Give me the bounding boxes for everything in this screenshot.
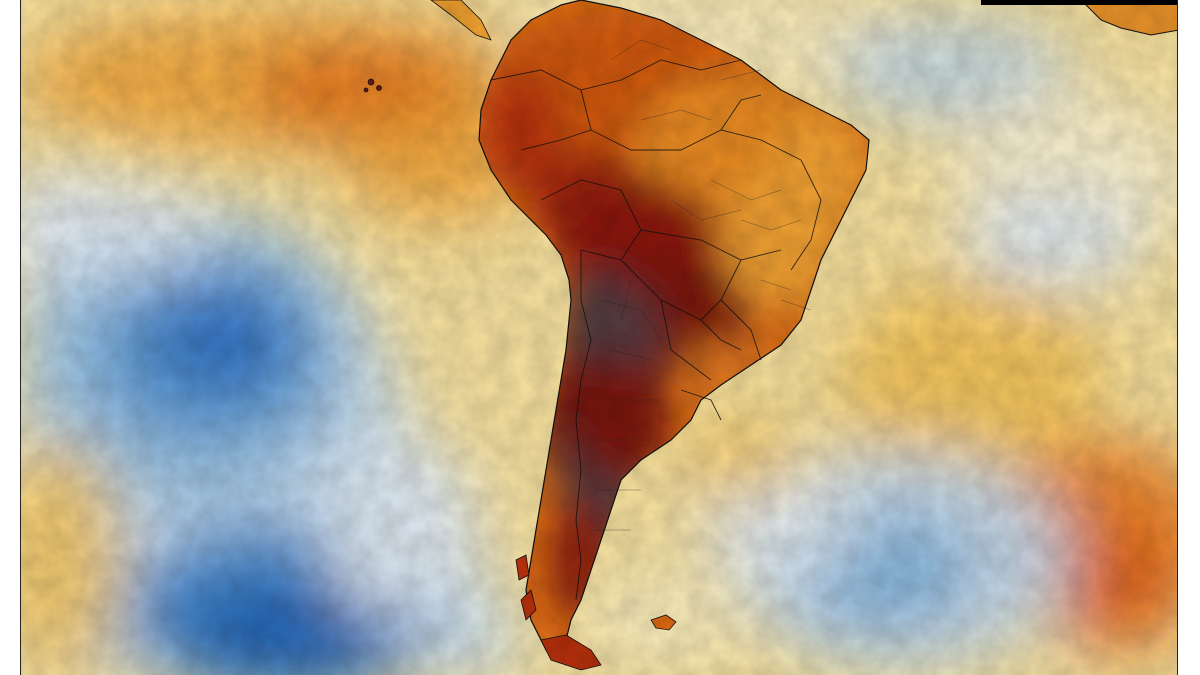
- temperature-map[interactable]: [20, 0, 1178, 675]
- map-canvas: [21, 0, 1177, 675]
- top-bar-marker: [981, 0, 1177, 5]
- texture-overlay: [21, 0, 1177, 675]
